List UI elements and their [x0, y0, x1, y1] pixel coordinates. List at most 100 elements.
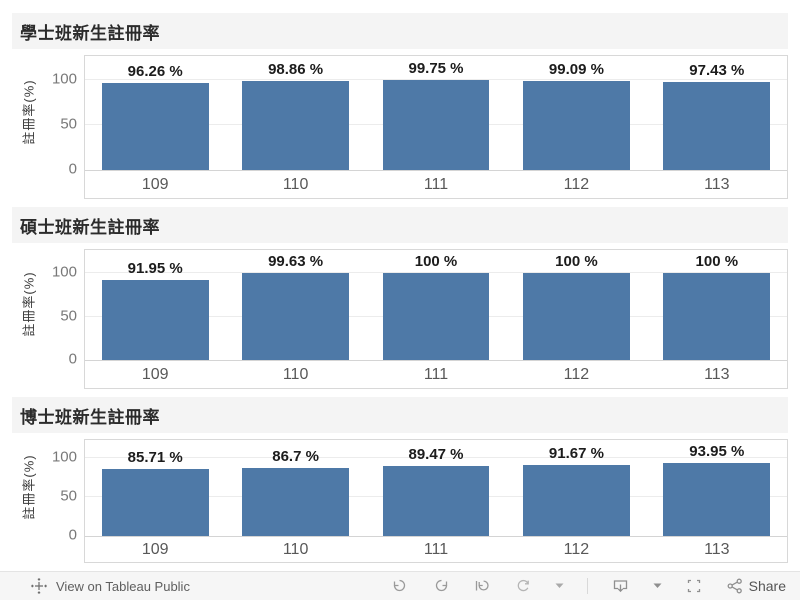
chart-section-doctoral: 博士班新生註冊率 註冊率(%) 100 50 0 85.71 % 86.7 % 89… [12, 397, 788, 563]
bar-112[interactable]: 99.09 % [523, 61, 630, 170]
chart-title-bar: 學士班新生註冊率 [12, 13, 788, 49]
y-tick-0: 0 [68, 350, 77, 368]
refresh-caret-icon[interactable] [555, 583, 564, 589]
bar-band: 89.47 % [366, 440, 506, 536]
bar-value-label: 89.47 % [408, 446, 464, 464]
share-icon [726, 577, 744, 595]
tableau-logo-icon [30, 577, 48, 595]
bar-band: 96.26 % [85, 56, 225, 170]
y-tick-0: 0 [68, 160, 77, 178]
bar-band: 99.75 % [366, 56, 506, 170]
chart-title-bar: 博士班新生註冊率 [12, 397, 788, 433]
download-caret-icon[interactable] [653, 583, 662, 589]
y-axis: 註冊率(%) 100 50 0 [12, 55, 84, 177]
chart-title-bar: 碩士班新生註冊率 [12, 207, 788, 243]
bar-value-label: 100 % [414, 253, 458, 270]
gridline-100 [85, 79, 787, 80]
bar-109[interactable]: 96.26 % [101, 63, 209, 170]
bar-value-label: 91.95 % [127, 260, 183, 277]
bar-band: 85.71 % [85, 440, 225, 536]
toolbar-actions: Share [391, 577, 786, 595]
plot: 91.95 % 99.63 % 100 % 100 % 100 % [85, 250, 787, 361]
bar-113[interactable]: 100 % [663, 253, 771, 360]
gridline-100 [85, 272, 787, 273]
y-tick-100: 100 [51, 70, 77, 88]
bar-113[interactable]: 97.43 % [663, 62, 771, 170]
x-tick-label: 113 [704, 175, 730, 193]
x-axis-labels: 109 110 111 112 113 [85, 361, 787, 388]
x-tick-label: 109 [141, 365, 169, 383]
bar-band: 100 % [366, 250, 506, 360]
gridline-100 [85, 457, 787, 458]
bar-band: 100 % [647, 250, 787, 360]
y-tick-100: 100 [51, 448, 77, 466]
chart-title: 學士班新生註冊率 [20, 23, 160, 43]
plot: 85.71 % 86.7 % 89.47 % 91.67 % 93.95 % [85, 440, 787, 537]
y-axis: 註冊率(%) 100 50 0 [12, 249, 84, 367]
bar-113[interactable]: 93.95 % [663, 443, 771, 536]
tableau-dashboard: 學士班新生註冊率 註冊率(%) 100 50 0 96.26 % 98.86 % 9… [12, 13, 788, 571]
bar-band: 93.95 % [647, 440, 787, 536]
bar-110[interactable]: 99.63 % [242, 253, 349, 360]
bar-111[interactable]: 89.47 % [382, 446, 490, 536]
chart-title: 碩士班新生註冊率 [20, 217, 160, 237]
chart-section-bachelor: 學士班新生註冊率 註冊率(%) 100 50 0 96.26 % 98.86 % 9… [12, 13, 788, 199]
bar-value-label: 100 % [555, 253, 598, 270]
view-on-tableau-public-label: View on Tableau Public [56, 578, 190, 594]
redo-icon[interactable] [432, 577, 450, 595]
bar-value-label: 100 % [695, 253, 739, 270]
bar-112[interactable]: 100 % [523, 253, 630, 360]
x-tick-label: 111 [423, 540, 449, 558]
x-tick-label: 111 [423, 175, 449, 193]
bar-value-label: 96.26 % [127, 63, 183, 81]
x-tick-label: 110 [282, 540, 309, 558]
chart-title: 博士班新生註冊率 [20, 407, 160, 427]
bar-band: 86.7 % [225, 440, 365, 536]
toolbar-separator [586, 578, 588, 594]
bar-value-label: 97.43 % [689, 62, 745, 80]
chart-section-master: 碩士班新生註冊率 註冊率(%) 100 50 0 91.95 % 99.63 % 1… [12, 207, 788, 389]
plot-area: 85.71 % 86.7 % 89.47 % 91.67 % 93.95 % 109 11… [84, 439, 788, 563]
bar-110[interactable]: 98.86 % [242, 61, 349, 170]
bar-111[interactable]: 99.75 % [382, 60, 490, 170]
bar-band: 91.67 % [506, 440, 646, 536]
x-tick-label: 111 [423, 365, 449, 383]
revert-icon[interactable] [473, 577, 491, 595]
fullscreen-icon[interactable] [685, 577, 703, 595]
bar-value-label: 98.86 % [268, 61, 324, 78]
plot-area: 96.26 % 98.86 % 99.75 % 99.09 % 97.43 % 109 1… [84, 55, 788, 199]
x-tick-label: 112 [563, 175, 590, 193]
bar-112[interactable]: 91.67 % [523, 445, 630, 536]
share-button[interactable]: Share [726, 577, 786, 595]
y-axis-title: 註冊率(%) [21, 79, 37, 145]
bar-value-label: 91.67 % [548, 444, 604, 462]
plot-area: 91.95 % 99.63 % 100 % 100 % 100 % 109 110 111 1… [84, 249, 788, 389]
chart-row: 註冊率(%) 100 50 0 96.26 % 98.86 % 99.75 % 99.… [12, 55, 788, 199]
bar-value-label: 99.63 % [268, 253, 324, 271]
y-tick-50: 50 [60, 115, 77, 133]
view-on-tableau-public-link[interactable]: View on Tableau Public [30, 577, 391, 595]
refresh-icon[interactable] [514, 577, 532, 595]
x-tick-label: 113 [704, 365, 730, 383]
chart-row: 註冊率(%) 100 50 0 85.71 % 86.7 % 89.47 % 91.6… [12, 439, 788, 563]
bar-110[interactable]: 86.7 % [242, 448, 349, 536]
download-icon[interactable] [611, 577, 630, 595]
tableau-toolbar: View on Tableau Public [0, 571, 800, 600]
y-axis-title: 註冊率(%) [21, 454, 37, 520]
y-tick-0: 0 [68, 526, 77, 544]
undo-icon[interactable] [391, 577, 409, 595]
bar-111[interactable]: 100 % [382, 253, 490, 360]
x-tick-label: 109 [141, 540, 169, 558]
bar-band: 100 % [506, 250, 646, 360]
bars-container: 91.95 % 99.63 % 100 % 100 % 100 % [85, 250, 787, 360]
bar-value-label: 93.95 % [689, 442, 745, 460]
bar-109[interactable]: 85.71 % [101, 449, 209, 536]
y-tick-50: 50 [60, 307, 77, 325]
bar-band: 99.63 % [225, 250, 365, 360]
bar-band: 97.43 % [647, 56, 787, 170]
bar-value-label: 85.71 % [127, 449, 183, 467]
x-tick-label: 112 [563, 540, 590, 558]
bar-109[interactable]: 91.95 % [101, 260, 209, 360]
x-tick-label: 109 [141, 175, 169, 193]
x-tick-label: 113 [704, 540, 730, 558]
